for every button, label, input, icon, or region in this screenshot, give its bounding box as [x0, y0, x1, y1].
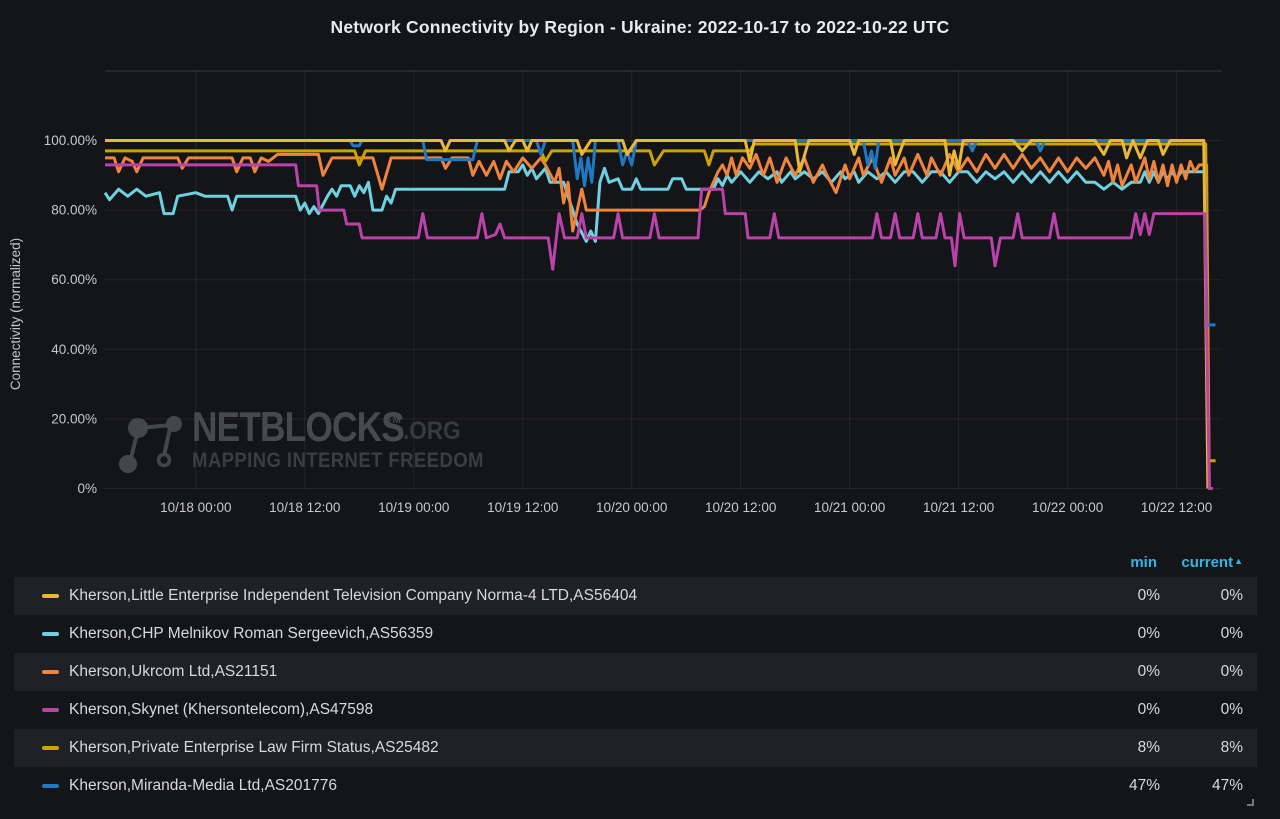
series-current-value: 0% — [1220, 587, 1243, 604]
y-tick-label: 20.00% — [51, 411, 97, 426]
series-current-value: 0% — [1220, 663, 1243, 680]
series-min-value: 8% — [1137, 739, 1160, 756]
x-tick-label: 10/18 12:00 — [269, 500, 340, 515]
y-tick-label: 40.00% — [51, 342, 97, 357]
legend-sort-current-label: current — [1181, 553, 1234, 571]
series-color-swatch[interactable] — [42, 784, 59, 788]
sort-ascending-icon: ▲ — [1234, 555, 1243, 566]
x-tick-label: 10/21 12:00 — [923, 500, 994, 515]
series-min-value: 47% — [1128, 777, 1160, 794]
series-label[interactable]: Kherson,Little Enterprise Independent Te… — [69, 587, 638, 604]
y-axis-title: Connectivity (normalized) — [8, 238, 23, 390]
series-label[interactable]: Kherson,Skynet (Khersontelecom),AS47598 — [69, 701, 374, 718]
legend-row[interactable]: Kherson,CHP Melnikov Roman Sergeevich,AS… — [14, 615, 1257, 653]
series-line-2[interactable] — [105, 152, 1211, 489]
x-tick-label: 10/22 12:00 — [1141, 500, 1212, 515]
series-line-1[interactable] — [103, 163, 1211, 489]
x-tick-label: 10/20 12:00 — [705, 500, 776, 515]
y-tick-label: 60.00% — [51, 272, 97, 287]
legend-rows: Kherson,Little Enterprise Independent Te… — [14, 577, 1257, 805]
series-color-swatch[interactable] — [42, 708, 59, 712]
series-current-value: 0% — [1220, 701, 1243, 718]
x-tick-label: 10/19 00:00 — [378, 500, 449, 515]
legend-row[interactable]: Kherson,Little Enterprise Independent Te… — [14, 577, 1257, 615]
series-current-value: 0% — [1220, 625, 1243, 642]
series-label[interactable]: Kherson,Private Enterprise Law Firm Stat… — [69, 739, 439, 756]
legend-row[interactable]: Kherson,Skynet (Khersontelecom),AS47598 0… — [14, 691, 1257, 729]
series-color-swatch[interactable] — [42, 670, 59, 674]
series-label[interactable]: Kherson,Ukrcom Ltd,AS21151 — [69, 663, 278, 680]
legend-sort-min[interactable]: min — [1130, 553, 1157, 571]
x-tick-label: 10/19 12:00 — [487, 500, 558, 515]
panel-resize-handle[interactable] — [1247, 799, 1254, 806]
series-min-value: 0% — [1137, 625, 1160, 642]
legend-row[interactable]: Kherson,Private Enterprise Law Firm Stat… — [14, 729, 1257, 767]
panel-title: Network Connectivity by Region - Ukraine… — [330, 17, 950, 37]
x-tick-label: 10/21 00:00 — [814, 500, 885, 515]
x-tick-label: 10/18 00:00 — [160, 500, 231, 515]
y-tick-label: 100.00% — [44, 133, 97, 148]
series-color-swatch[interactable] — [42, 594, 59, 598]
series-current-value: 47% — [1211, 777, 1243, 794]
legend-table: min current▲ Kherson,Little Enterprise I… — [14, 549, 1257, 805]
legend-row[interactable]: Kherson,Ukrcom Ltd,AS21151 0% 0% — [14, 653, 1257, 691]
series-line-4[interactable] — [105, 142, 1216, 463]
series-current-value: 8% — [1220, 739, 1243, 756]
x-tick-label: 10/20 00:00 — [596, 500, 667, 515]
series-color-swatch[interactable] — [42, 746, 59, 750]
y-tick-label: 0% — [77, 481, 97, 496]
legend-header-row: min current▲ — [14, 549, 1257, 575]
series-min-value: 0% — [1137, 701, 1160, 718]
series-min-value: 0% — [1137, 587, 1160, 604]
connectivity-line-chart[interactable]: 100.00% 80.00% 60.00% 40.00% 20.00% 0% 10/18 0… — [0, 0, 1280, 540]
series-label[interactable]: Kherson,Miranda-Media Ltd,AS201776 — [69, 777, 337, 794]
y-tick-label: 80.00% — [51, 203, 97, 218]
x-tick-label: 10/22 00:00 — [1032, 500, 1103, 515]
legend-row[interactable]: Kherson,Miranda-Media Ltd,AS201776 47% 47% — [14, 767, 1257, 805]
legend-sort-current[interactable]: current▲ — [1157, 554, 1243, 571]
series-line-3[interactable] — [105, 163, 1213, 490]
series-label[interactable]: Kherson,CHP Melnikov Roman Sergeevich,AS… — [69, 625, 434, 642]
series-line-0[interactable] — [105, 139, 1210, 489]
series-min-value: 0% — [1137, 663, 1160, 680]
series-color-swatch[interactable] — [42, 632, 59, 636]
